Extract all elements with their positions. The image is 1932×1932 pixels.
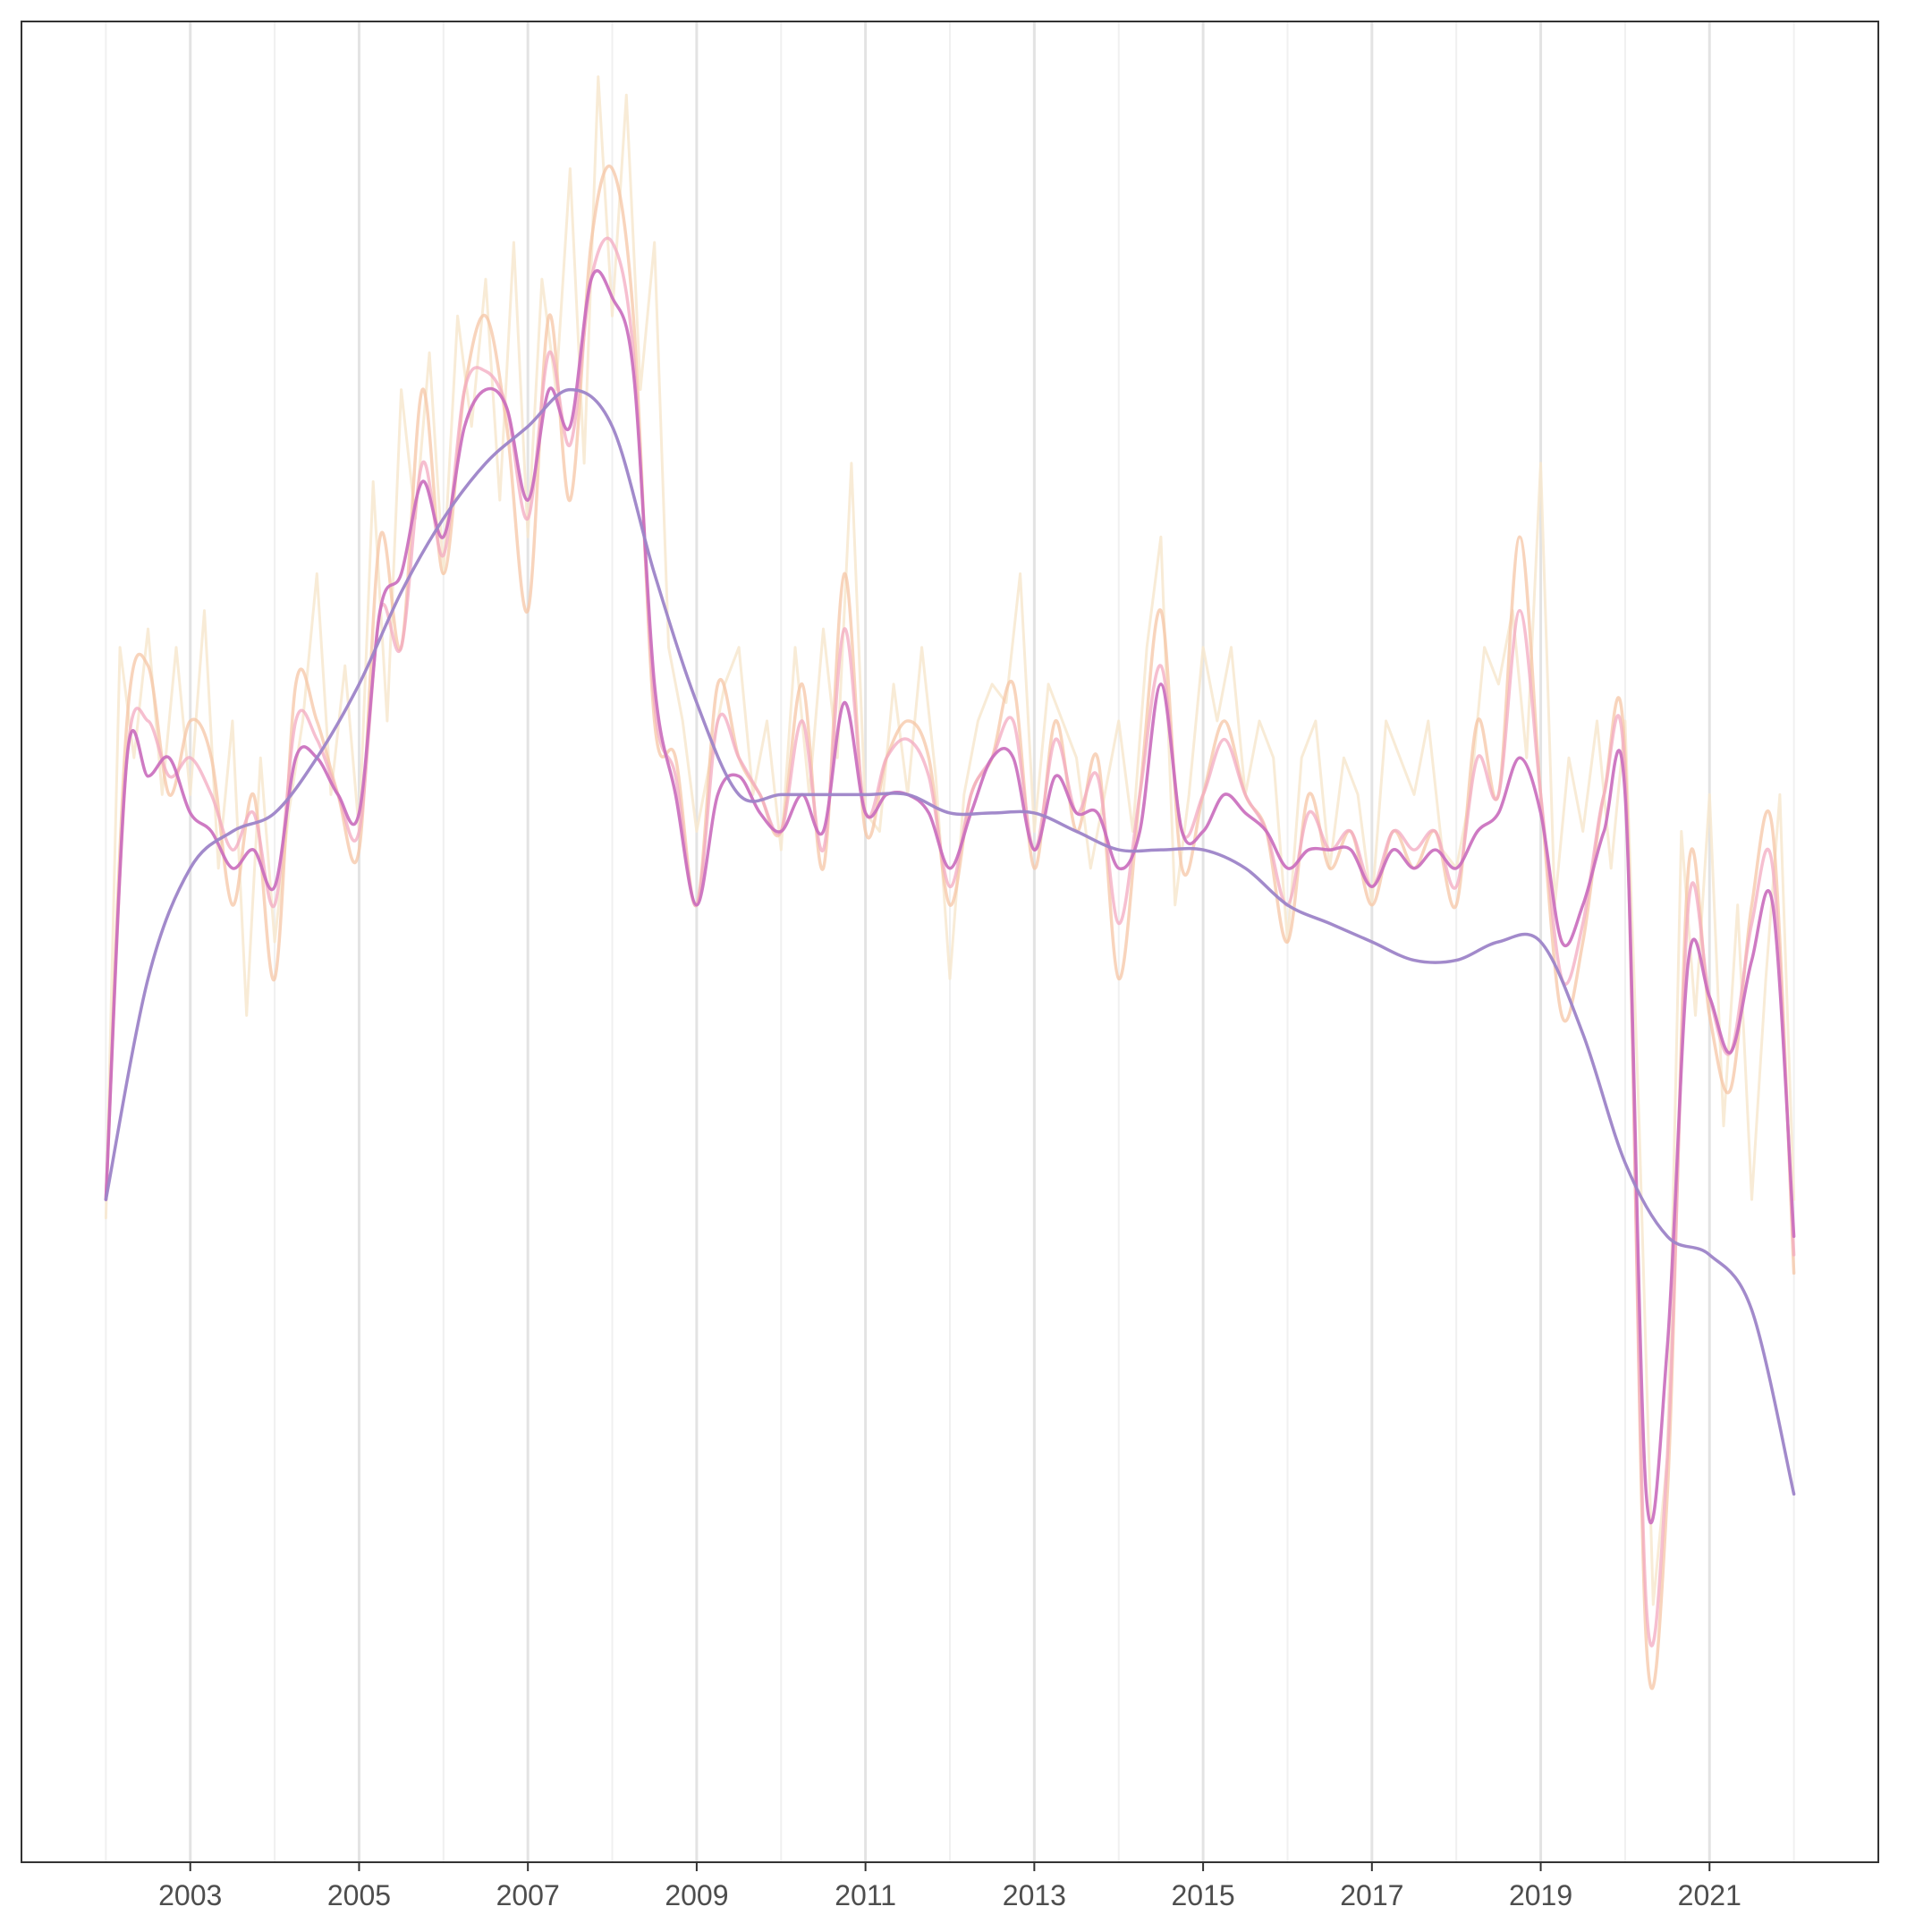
x-tick-label: 2005 — [327, 1879, 391, 1911]
x-tick-label: 2019 — [1509, 1879, 1572, 1911]
x-tick-label: 2017 — [1340, 1879, 1403, 1911]
series-line-smooth-medium — [104, 236, 1796, 1648]
series-line-smooth-strong — [104, 269, 1796, 1525]
series-line-smooth-light — [104, 165, 1796, 1690]
plot-border — [21, 21, 1879, 1863]
x-tick-label: 2003 — [158, 1879, 222, 1911]
series-line-trend — [104, 387, 1796, 1496]
x-tick-label: 2009 — [665, 1879, 728, 1911]
x-tick-label: 2021 — [1678, 1879, 1741, 1911]
x-tick-label: 2013 — [1003, 1879, 1066, 1911]
x-tick-label: 2007 — [496, 1879, 560, 1911]
x-tick-label: 2011 — [835, 1879, 896, 1911]
series-layer — [104, 75, 1796, 1690]
x-tick-label: 2015 — [1171, 1879, 1234, 1911]
x-axis: 2003 2005 2007 2009 2011 2013 2015 2017 2019 2021 — [158, 1862, 1741, 1911]
